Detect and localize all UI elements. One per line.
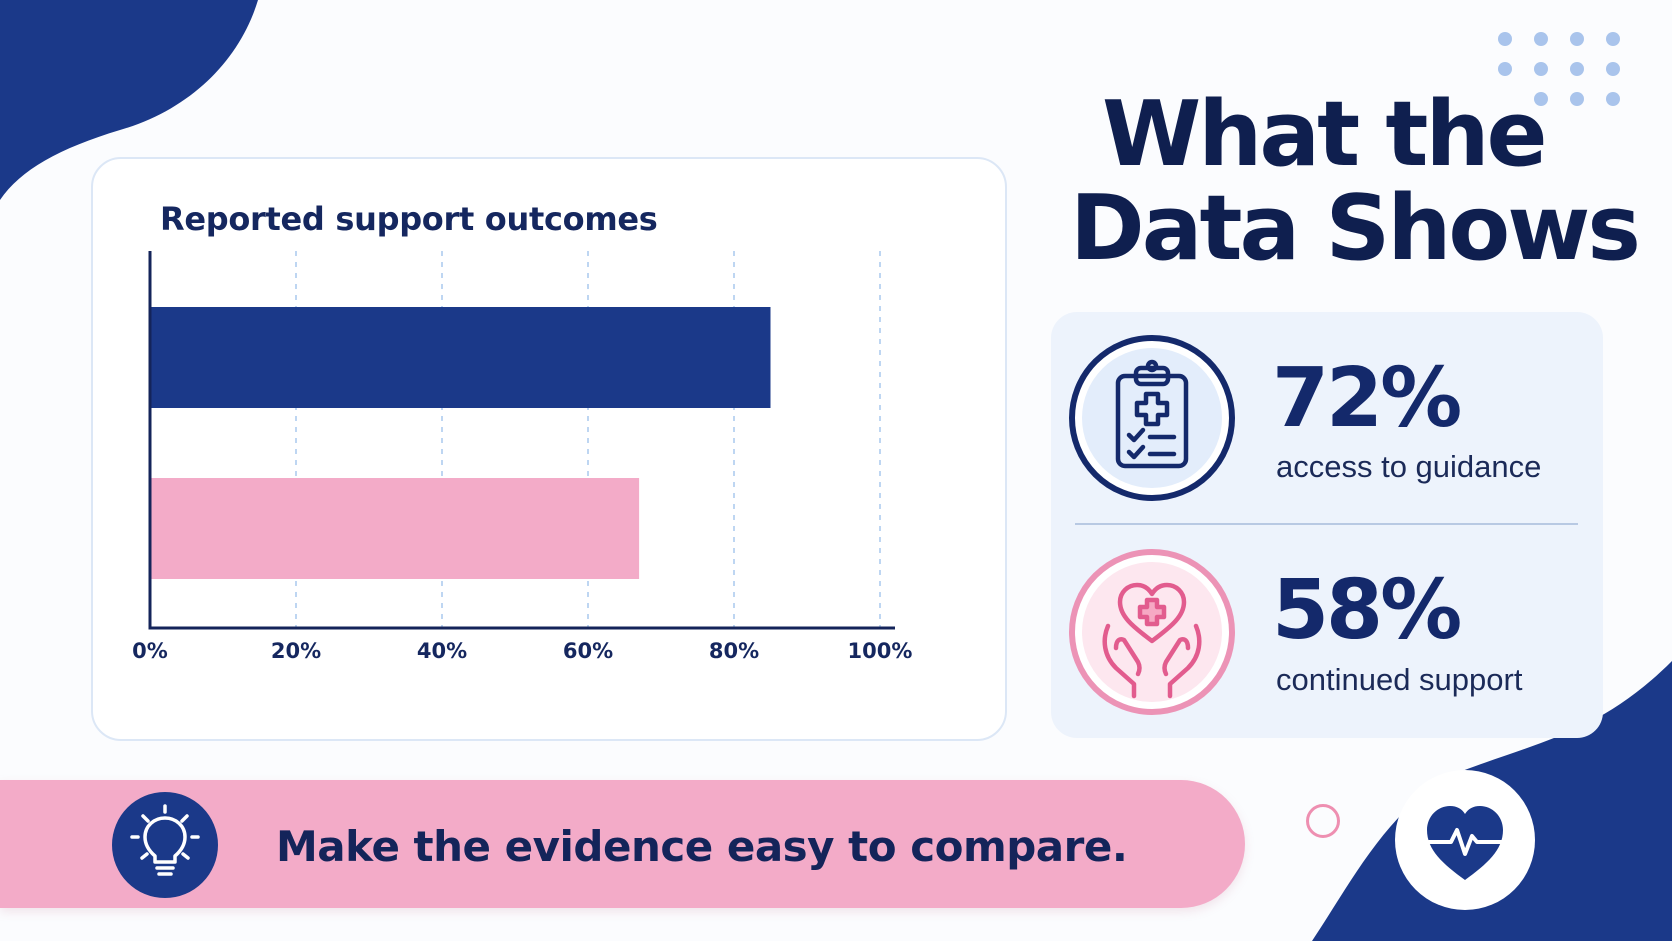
decorative-dot-grid [1498, 32, 1628, 112]
stat-value-support: 58% [1272, 563, 1462, 658]
stat-label-support: continued support [1276, 662, 1523, 697]
x-tick-label: 60% [563, 639, 613, 663]
x-tick-label: 0% [132, 639, 168, 663]
chart-title: Reported support outcomes [160, 200, 658, 238]
stat-value-guidance: 72% [1272, 351, 1462, 446]
x-tick-label: 80% [709, 639, 759, 663]
page-title-line-1: What the [1102, 82, 1548, 187]
callout-text: Make the evidence easy to compare. [276, 822, 1128, 871]
bar-chart: 0% 20% 40% 60% 80% 100% [132, 251, 913, 663]
heart-pulse-icon [1395, 770, 1535, 910]
bar [150, 478, 640, 579]
decorative-ring [1306, 804, 1340, 838]
bar [150, 307, 771, 408]
x-tick-label: 40% [417, 639, 467, 663]
hands-heart-icon [1069, 549, 1235, 715]
clipboard-medical-icon [1069, 335, 1235, 501]
lightbulb-icon [112, 792, 218, 898]
decorative-blob-top-left [0, 0, 258, 200]
stats-divider [1075, 523, 1578, 525]
page-title-line-2: Data Shows [1070, 176, 1641, 281]
x-tick-label: 100% [848, 639, 913, 663]
stat-label-guidance: access to guidance [1276, 449, 1542, 484]
x-tick-label: 20% [271, 639, 321, 663]
page-title: What the Data Shows [1070, 88, 1670, 276]
chart-card [91, 157, 1007, 741]
